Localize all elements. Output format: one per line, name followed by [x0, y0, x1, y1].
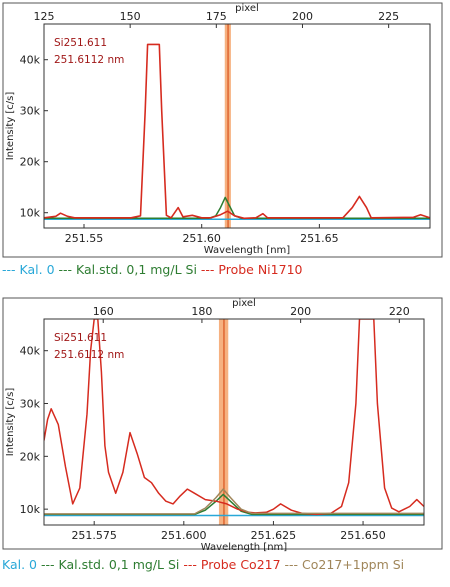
chart-1-y-axis-title: Intensity [c/s]	[5, 92, 16, 161]
chart-2-annotation-1: Si251.611	[54, 332, 107, 344]
chart-2-legend-label-2: Kal.std. 0,1 mg/L Si	[58, 557, 184, 572]
chart-1-legend-dash-2: ---	[58, 262, 77, 277]
chart-1-legend-dash-1: ---	[2, 262, 20, 277]
chart-1-y-tick-label-3: 30k	[20, 105, 41, 118]
chart-2-x-axis-title: Wavelength [nm]	[201, 542, 287, 553]
chart-2-x-tick-label-1: 251.575	[71, 529, 117, 542]
chart-1-x-tick-label-2: 251.60	[182, 232, 221, 245]
chart-2-plot-area	[43, 318, 425, 526]
chart-2-y-tick-label-1: 10k	[20, 503, 41, 516]
chart-2-y-tick-label-4: 40k	[20, 345, 41, 358]
chart-panel-2: 160 180 200 220 pixel 251.575 251.600 251.625 25…	[0, 293, 450, 587]
chart-1-frame	[2, 2, 443, 258]
chart-1-x-tick-label-3: 251.65	[300, 232, 339, 245]
chart-1-legend-label-2: Kal.std. 0,1 mg/L Si	[76, 262, 201, 277]
chart-2-top-tick-label-1: 160	[93, 305, 114, 318]
chart-2-legend-dash-2: ---	[40, 557, 59, 572]
chart-2-series-line-2	[44, 493, 424, 516]
chart-1-top-tick-label-5: 225	[378, 10, 399, 23]
chart-2-top-axis-title: pixel	[232, 298, 256, 309]
chart-1-legend-label-1: Kal. 0	[19, 262, 59, 277]
chart-1-legend-dash-3: ---	[200, 262, 219, 277]
chart-1-legend: --- Kal. 0 --- Kal.std. 0,1 mg/L Si --- …	[2, 262, 302, 277]
chart-2-svg: 160 180 200 220 pixel 251.575 251.600 251.625 25…	[2, 297, 443, 553]
chart-2-legend-item-2: --- Kal.std. 0,1 mg/L Si	[41, 557, 183, 572]
chart-2-legend-item-4: --- Co217+1ppm Si	[285, 557, 405, 572]
chart-2-x-tick-label-3: 251.625	[251, 529, 297, 542]
chart-2-legend-label-4: Co217+1ppm Si	[302, 557, 405, 572]
chart-2-annotation-2: 251.6112 nm	[54, 349, 124, 361]
chart-2-x-tick-label-4: 251.650	[340, 529, 386, 542]
chart-1-series-group	[44, 43, 430, 221]
chart-1-x-tick-label-1: 251.55	[65, 232, 104, 245]
chart-2-top-tick-label-3: 200	[290, 305, 311, 318]
chart-2-legend-dash-3: ---	[183, 557, 201, 572]
chart-1-legend-item-3: --- Probe Ni1710	[201, 262, 303, 277]
chart-2-legend-label-1: Kal. 0	[2, 557, 41, 572]
chart-2-legend: Kal. 0 --- Kal.std. 0,1 mg/L Si --- Prob…	[2, 557, 404, 572]
chart-2-legend-label-3: Probe Co217	[200, 557, 285, 572]
chart-2-legend-item-1: Kal. 0	[2, 557, 41, 572]
chart-2-legend-dash-4: ---	[284, 557, 303, 572]
chart-1-svg: 125 150 175 200 225 pixel 251.55 251.60 251.65 Wa…	[2, 2, 443, 258]
chart-1-plot-area	[43, 23, 431, 229]
chart-1-top-tick-label-4: 200	[292, 10, 313, 23]
chart-1-legend-label-3: Probe Ni1710	[218, 262, 303, 277]
chart-1-y-tick-label-4: 40k	[20, 54, 41, 67]
chart-1-top-tick-label-3: 175	[206, 10, 227, 23]
chart-1-y-tick-label-1: 10k	[20, 207, 41, 220]
chart-2-series-group	[44, 319, 424, 517]
chart-1-top-tick-label-2: 150	[120, 10, 141, 23]
chart-2-top-tick-label-4: 220	[389, 305, 410, 318]
chart-1-annotation-2: 251.6112 nm	[54, 54, 124, 66]
chart-1-top-tick-label-1: 125	[34, 10, 55, 23]
chart-2-y-axis-title: Intensity [c/s]	[5, 388, 16, 457]
chart-2-series-line-3	[44, 319, 424, 516]
chart-1-annotation-1: Si251.611	[54, 37, 107, 49]
chart-1-top-axis-title: pixel	[235, 3, 259, 14]
chart-2-x-tick-label-2: 251.600	[161, 529, 207, 542]
chart-panel-1: 125 150 175 200 225 pixel 251.55 251.60 251.65 Wa…	[0, 0, 450, 285]
chart-2-top-tick-label-2: 180	[191, 305, 212, 318]
chart-2-y-tick-label-2: 20k	[20, 450, 41, 463]
chart-2-series-line-4	[44, 488, 424, 515]
chart-1-x-axis-title: Wavelength [nm]	[204, 245, 290, 256]
chart-1-legend-item-1: --- Kal. 0	[2, 262, 59, 277]
chart-2-legend-item-3: --- Probe Co217	[183, 557, 284, 572]
chart-2-y-tick-label-3: 30k	[20, 398, 41, 411]
chart-1-y-tick-label-2: 20k	[20, 156, 41, 169]
chart-1-legend-item-2: --- Kal.std. 0,1 mg/L Si	[59, 262, 201, 277]
chart-1-series-line-3	[44, 43, 430, 220]
